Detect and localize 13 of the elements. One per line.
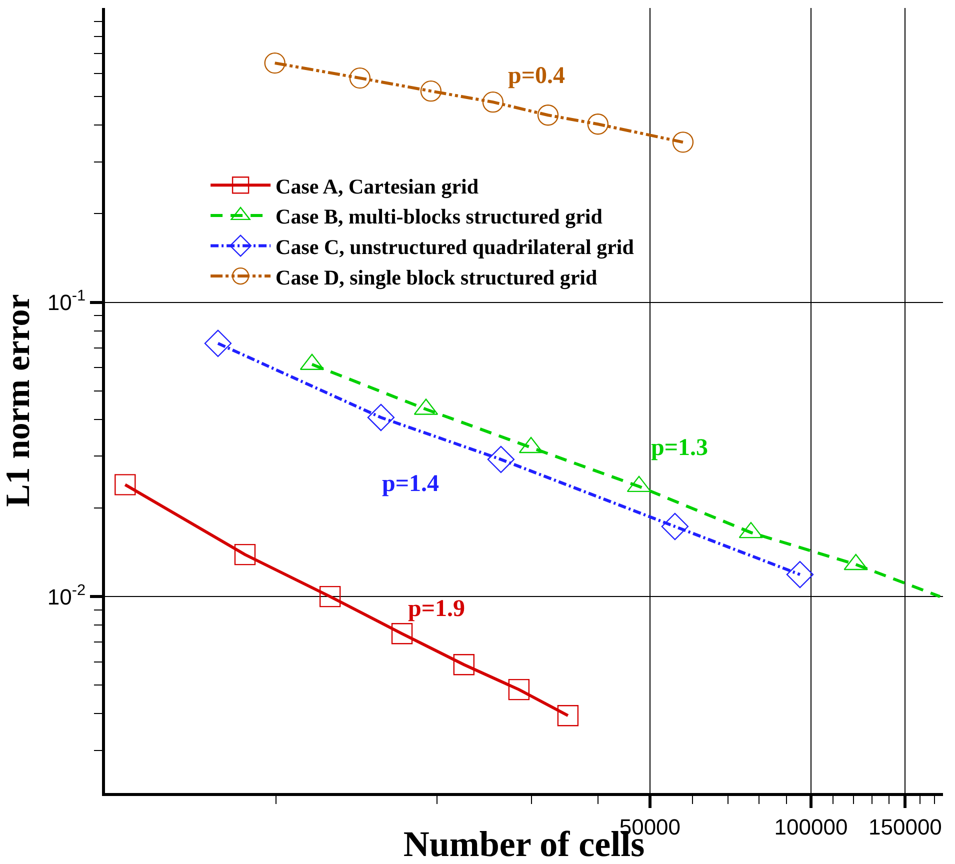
legend-label: Case C, unstructured quadrilateral grid (276, 234, 634, 259)
y-tick-label: 10$^{-2}$ (47, 582, 86, 610)
x-tick-label: 150000 (868, 814, 942, 840)
x-tick-label: 100000 (774, 814, 848, 840)
annotation: p=1.3 (651, 435, 708, 461)
annotation: p=1.9 (408, 596, 466, 622)
legend-label: Case D, single block structured grid (276, 265, 598, 290)
annotation: p=0.4 (508, 63, 566, 89)
annotation: p=1.4 (382, 471, 440, 497)
legend-label: Case B, multi-blocks structured grid (276, 204, 603, 229)
y-axis-title: L1 norm error (0, 294, 38, 507)
legend-label: Case A, Cartesian grid (276, 174, 479, 198)
y-tick-label: 10$^{-1}$ (47, 288, 86, 315)
